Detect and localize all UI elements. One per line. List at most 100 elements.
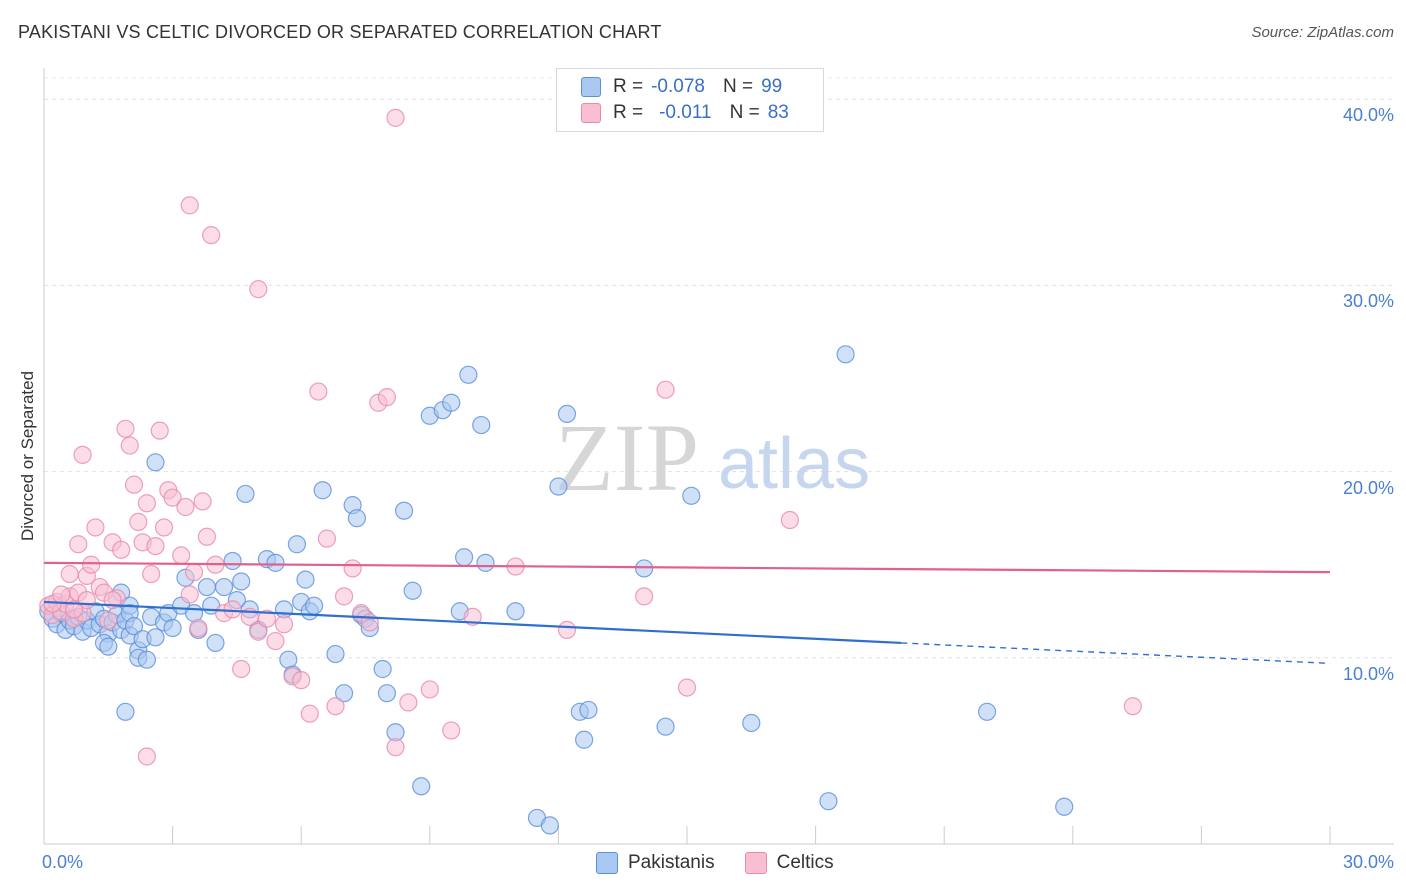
point-celtics (463, 607, 482, 626)
point-celtics (399, 693, 418, 712)
legend-n-value: 99 (761, 76, 783, 97)
point-pakistanis (146, 628, 165, 647)
point-pakistanis (635, 559, 654, 578)
point-celtics (82, 555, 101, 574)
point-celtics (189, 618, 208, 638)
point-celtics (129, 512, 148, 531)
x-tick-label-min: 0.0% (42, 852, 84, 872)
chart-title: PAKISTANI VS CELTIC DIVORCED OR SEPARATE… (18, 22, 662, 42)
legend-r-label: R = (613, 76, 644, 97)
point-pakistanis (656, 717, 675, 736)
point-pakistanis (742, 713, 761, 733)
legend-swatch-celtics (744, 852, 767, 874)
point-celtics (386, 108, 405, 127)
y-tick-label: 10.0% (1342, 663, 1394, 684)
point-celtics (317, 529, 337, 548)
legend-item-pakistanis: Pakistanis (596, 852, 715, 874)
point-celtics (635, 587, 654, 606)
y-axis-label: Divorced or Separated (18, 370, 37, 542)
point-celtics (300, 704, 319, 723)
point-celtics (146, 536, 165, 556)
legend-swatch-pakistanis (596, 852, 618, 874)
watermark-zip: ZIP (555, 404, 699, 511)
point-pakistanis (459, 365, 478, 384)
legend-row-celtics: R = -0.011 N = 83 (581, 101, 789, 125)
point-celtics (780, 510, 799, 530)
series-legend: Pakistanis Celtics (596, 852, 864, 874)
point-celtics (180, 585, 199, 604)
point-celtics (180, 196, 199, 215)
point-celtics (176, 497, 195, 517)
point-celtics (124, 475, 144, 494)
point-pakistanis (313, 481, 332, 500)
point-pakistanis (304, 596, 324, 615)
correlation-legend: R = -0.078 N = 99 R = -0.011 N = 83 (556, 68, 824, 132)
point-celtics (677, 678, 697, 697)
point-pakistanis (232, 572, 251, 591)
trendline-pakistanis-extension (901, 642, 1331, 665)
point-pakistanis (472, 415, 491, 435)
point-pakistanis (287, 535, 307, 554)
point-pakistanis (819, 792, 838, 811)
point-pakistanis (163, 618, 182, 638)
legend-r-label: R = (613, 102, 644, 123)
legend-n-value: 83 (767, 102, 789, 123)
legend-n-label: N = (729, 102, 760, 123)
point-pakistanis (977, 702, 997, 721)
legend-r-value: -0.078 (651, 76, 705, 97)
point-pakistanis (146, 453, 165, 472)
point-pakistanis (579, 700, 598, 720)
point-pakistanis (373, 659, 392, 679)
axes (43, 68, 1394, 845)
point-celtics (343, 559, 362, 578)
point-pakistanis (476, 553, 495, 572)
point-celtics (154, 518, 174, 537)
point-pakistanis (236, 484, 255, 504)
point-pakistanis (334, 684, 354, 703)
point-pakistanis (99, 637, 118, 656)
point-celtics (116, 419, 135, 438)
point-celtics (137, 747, 156, 766)
point-celtics (442, 721, 461, 740)
chart-source: Source: ZipAtlas.com (1251, 24, 1394, 41)
legend-n-label: N = (722, 76, 754, 97)
point-pakistanis (116, 702, 135, 721)
point-celtics (112, 540, 131, 559)
point-celtics (223, 600, 242, 619)
series-celtics (39, 108, 1142, 766)
legend-label-pakistanis: Pakistanis (628, 852, 715, 873)
point-pakistanis (412, 777, 431, 796)
point-celtics (249, 280, 268, 299)
point-pakistanis (836, 345, 855, 364)
point-pakistanis (296, 570, 315, 589)
legend-item-celtics: Celtics (744, 852, 834, 874)
trendline-celtics (43, 561, 1331, 574)
x-tick-label-max: 30.0% (1342, 852, 1394, 872)
point-celtics (202, 226, 221, 245)
point-pakistanis (682, 486, 701, 505)
point-pakistanis (442, 393, 461, 412)
point-celtics (266, 631, 285, 651)
point-celtics (257, 609, 277, 628)
point-pakistanis (377, 684, 397, 703)
legend-row-pakistanis: R = -0.078 N = 99 (581, 75, 782, 99)
point-pakistanis (223, 551, 242, 571)
point-celtics (377, 388, 397, 407)
point-celtics (1123, 697, 1142, 716)
point-pakistanis (454, 548, 474, 567)
point-pakistanis (1055, 797, 1074, 816)
point-celtics (232, 659, 251, 679)
point-pakistanis (347, 509, 367, 528)
point-celtics (60, 564, 79, 584)
point-celtics (172, 546, 191, 565)
point-pakistanis (206, 633, 225, 653)
point-celtics (137, 494, 156, 513)
point-celtics (184, 563, 204, 582)
point-celtics (274, 615, 294, 634)
watermark-atlas: atlas (718, 424, 870, 504)
point-pakistanis (575, 730, 594, 749)
point-celtics (197, 527, 216, 546)
point-celtics (99, 611, 118, 630)
point-celtics (292, 671, 311, 690)
